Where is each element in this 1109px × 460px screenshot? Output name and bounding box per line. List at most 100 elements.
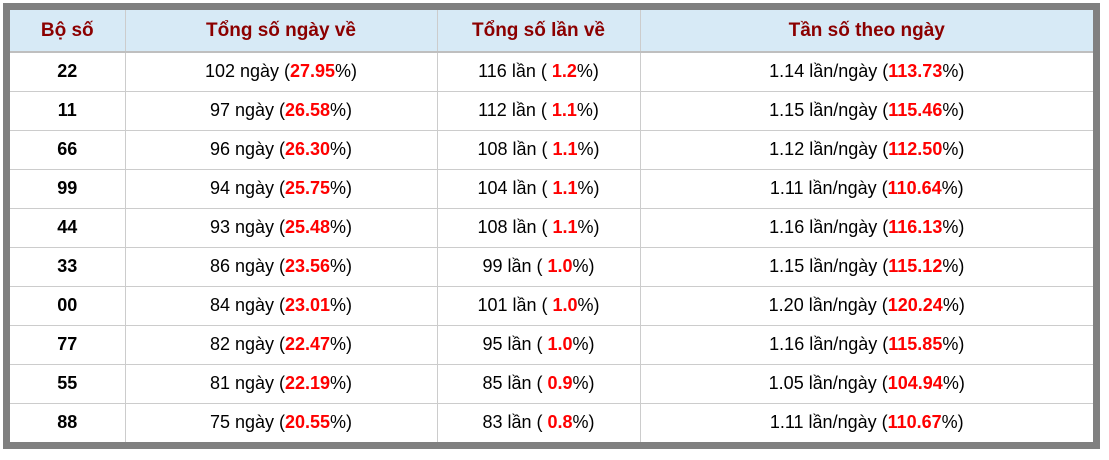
times-cell-highlight-value: 0.9 [547,373,573,393]
pair-cell: 00 [10,285,125,325]
days-cell: 82 ngày (22.47%) [124,324,437,364]
lottery-stats-frame: Bộ số Tổng số ngày về Tổng số lần về Tần… [3,3,1100,449]
pair-cell: 55 [10,363,125,403]
frequency-cell: 1.11 lần/ngày (110.64%) [639,168,1093,208]
frequency-cell-text: 1.20 lần/ngày ( [768,295,888,315]
times-cell-suffix: %) [577,217,600,237]
days-cell: 96 ngày (26.30%) [124,129,437,169]
days-cell-text: 94 ngày ( [209,178,285,198]
days-cell: 75 ngày (20.55%) [124,402,437,442]
times-cell-text: 99 lần ( [482,256,548,276]
times-cell-suffix: %) [577,295,600,315]
frequency-cell-highlight-value: 120.24 [887,295,943,315]
days-cell: 81 ngày (22.19%) [124,363,437,403]
times-cell: 99 lần ( 1.0%) [436,246,640,286]
frequency-cell: 1.11 lần/ngày (110.67%) [639,402,1093,442]
days-cell-text: 96 ngày ( [209,139,285,159]
times-cell: 108 lần ( 1.1%) [436,129,640,169]
frequency-cell-suffix: %) [942,139,965,159]
pair-cell: 77 [10,324,125,364]
col-header-frequency: Tần số theo ngày [639,10,1093,53]
frequency-cell-suffix: %) [942,100,965,120]
frequency-cell-highlight-value: 115.46 [888,100,943,120]
days-cell-highlight-value: 23.56 [285,256,331,276]
days-cell: 97 ngày (26.58%) [124,90,437,130]
frequency-cell-text: 1.14 lần/ngày ( [769,61,889,82]
times-cell-highlight-value: 1.1 [551,100,577,120]
times-cell-text: 104 lần ( [477,178,553,198]
table-row: 55 81 ngày (22.19%) 85 lần ( 0.9%) 1.05 lần… [10,363,1093,403]
frequency-cell-text: 1.15 lần/ngày ( [769,256,889,276]
header-row: Bộ số Tổng số ngày về Tổng số lần về Tần… [10,10,1093,53]
frequency-cell-highlight-value: 115.12 [888,256,943,276]
days-cell-text: 82 ngày ( [209,334,285,354]
frequency-cell-highlight-value: 112.50 [888,139,943,159]
frequency-cell-highlight-value: 104.94 [887,373,943,393]
frequency-cell-suffix: %) [942,217,965,237]
table-row: 44 93 ngày (25.48%) 108 lần ( 1.1%) 1.16 lầ… [10,207,1093,247]
pair-cell: 44 [10,207,125,247]
days-cell: 86 ngày (23.56%) [124,246,437,286]
pair-cell: 99 [10,168,125,208]
table-row: 99 94 ngày (25.75%) 104 lần ( 1.1%) 1.11 lầ… [10,168,1093,208]
days-cell-suffix: %) [330,217,353,237]
pair-cell: 22 [10,52,125,91]
times-cell-highlight-value: 0.8 [547,412,573,433]
days-cell-highlight-value: 26.58 [285,100,331,120]
table-row: 33 86 ngày (23.56%) 99 lần ( 1.0%) 1.15 lần… [10,246,1093,286]
frequency-cell-highlight-value: 110.67 [887,412,942,433]
frequency-cell-text: 1.16 lần/ngày ( [769,217,889,237]
pair-cell: 66 [10,129,125,169]
times-cell-highlight-value: 1.0 [547,334,573,354]
table-row: 77 82 ngày (22.47%) 95 lần ( 1.0%) 1.16 lần… [10,324,1093,364]
times-cell-highlight-value: 1.0 [552,295,578,315]
frequency-cell: 1.16 lần/ngày (116.13%) [639,207,1093,247]
times-cell: 112 lần ( 1.1%) [436,90,640,130]
days-cell-highlight-value: 26.30 [285,139,331,159]
frequency-cell-suffix: %) [942,334,965,354]
frequency-cell: 1.14 lần/ngày (113.73%) [639,52,1093,91]
times-cell: 101 lần ( 1.0%) [436,285,640,325]
days-cell-highlight-value: 22.47 [285,334,331,354]
days-cell-suffix: %) [330,178,353,198]
table-row: 11 97 ngày (26.58%) 112 lần ( 1.1%) 1.15 lầ… [10,90,1093,130]
times-cell-text: 108 lần ( [477,217,553,237]
times-cell: 83 lần ( 0.8%) [436,402,640,442]
days-cell-text: 75 ngày ( [209,412,285,433]
days-cell-suffix: %) [330,373,353,393]
frequency-cell-text: 1.16 lần/ngày ( [769,334,889,354]
table-header: Bộ số Tổng số ngày về Tổng số lần về Tần… [10,10,1093,53]
days-cell-highlight-value: 25.75 [285,178,331,198]
times-cell-suffix: %) [576,100,599,120]
times-cell-suffix: %) [576,61,599,82]
times-cell-text: 85 lần ( [482,373,548,393]
frequency-cell-text: 1.15 lần/ngày ( [769,100,889,120]
times-cell: 104 lần ( 1.1%) [436,168,640,208]
days-cell-suffix: %) [330,295,353,315]
days-cell-text: 81 ngày ( [209,373,285,393]
frequency-cell-text: 1.11 lần/ngày ( [769,412,888,433]
frequency-cell-highlight-value: 113.73 [888,61,943,82]
frequency-cell: 1.16 lần/ngày (115.85%) [639,324,1093,364]
frequency-cell-suffix: %) [941,412,964,433]
days-cell: 102 ngày (27.95%) [124,52,437,91]
times-cell: 85 lần ( 0.9%) [436,363,640,403]
days-cell-highlight-value: 25.48 [285,217,331,237]
days-cell-highlight-value: 23.01 [285,295,331,315]
times-cell-suffix: %) [577,178,600,198]
col-header-days: Tổng số ngày về [124,10,437,53]
days-cell-text: 84 ngày ( [209,295,285,315]
days-cell-highlight-value: 27.95 [290,61,336,82]
times-cell: 116 lần ( 1.2%) [436,52,640,91]
frequency-cell: 1.12 lần/ngày (112.50%) [639,129,1093,169]
frequency-cell-suffix: %) [942,256,965,276]
pair-cell: 11 [10,90,125,130]
days-cell-highlight-value: 20.55 [285,412,331,433]
times-cell-highlight-value: 1.1 [552,217,578,237]
frequency-cell-text: 1.05 lần/ngày ( [768,373,888,393]
table-row: 88 75 ngày (20.55%) 83 lần ( 0.8%) 1.11 lần… [10,402,1093,442]
table-row: 00 84 ngày (23.01%) 101 lần ( 1.0%) 1.20 lầ… [10,285,1093,325]
days-cell: 94 ngày (25.75%) [124,168,437,208]
frequency-cell-suffix: %) [942,295,965,315]
frequency-cell-highlight-value: 116.13 [888,217,943,237]
